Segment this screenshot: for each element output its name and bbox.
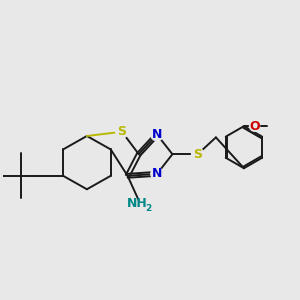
Circle shape — [250, 121, 260, 131]
Text: N: N — [152, 128, 162, 141]
Text: N: N — [152, 167, 162, 180]
Circle shape — [191, 148, 204, 161]
Text: O: O — [249, 120, 260, 133]
Circle shape — [151, 128, 163, 141]
Text: S: S — [193, 148, 202, 161]
Text: 2: 2 — [146, 204, 152, 213]
Circle shape — [151, 168, 163, 180]
Text: S: S — [118, 125, 127, 138]
Text: NH: NH — [127, 197, 148, 210]
Circle shape — [116, 126, 128, 138]
